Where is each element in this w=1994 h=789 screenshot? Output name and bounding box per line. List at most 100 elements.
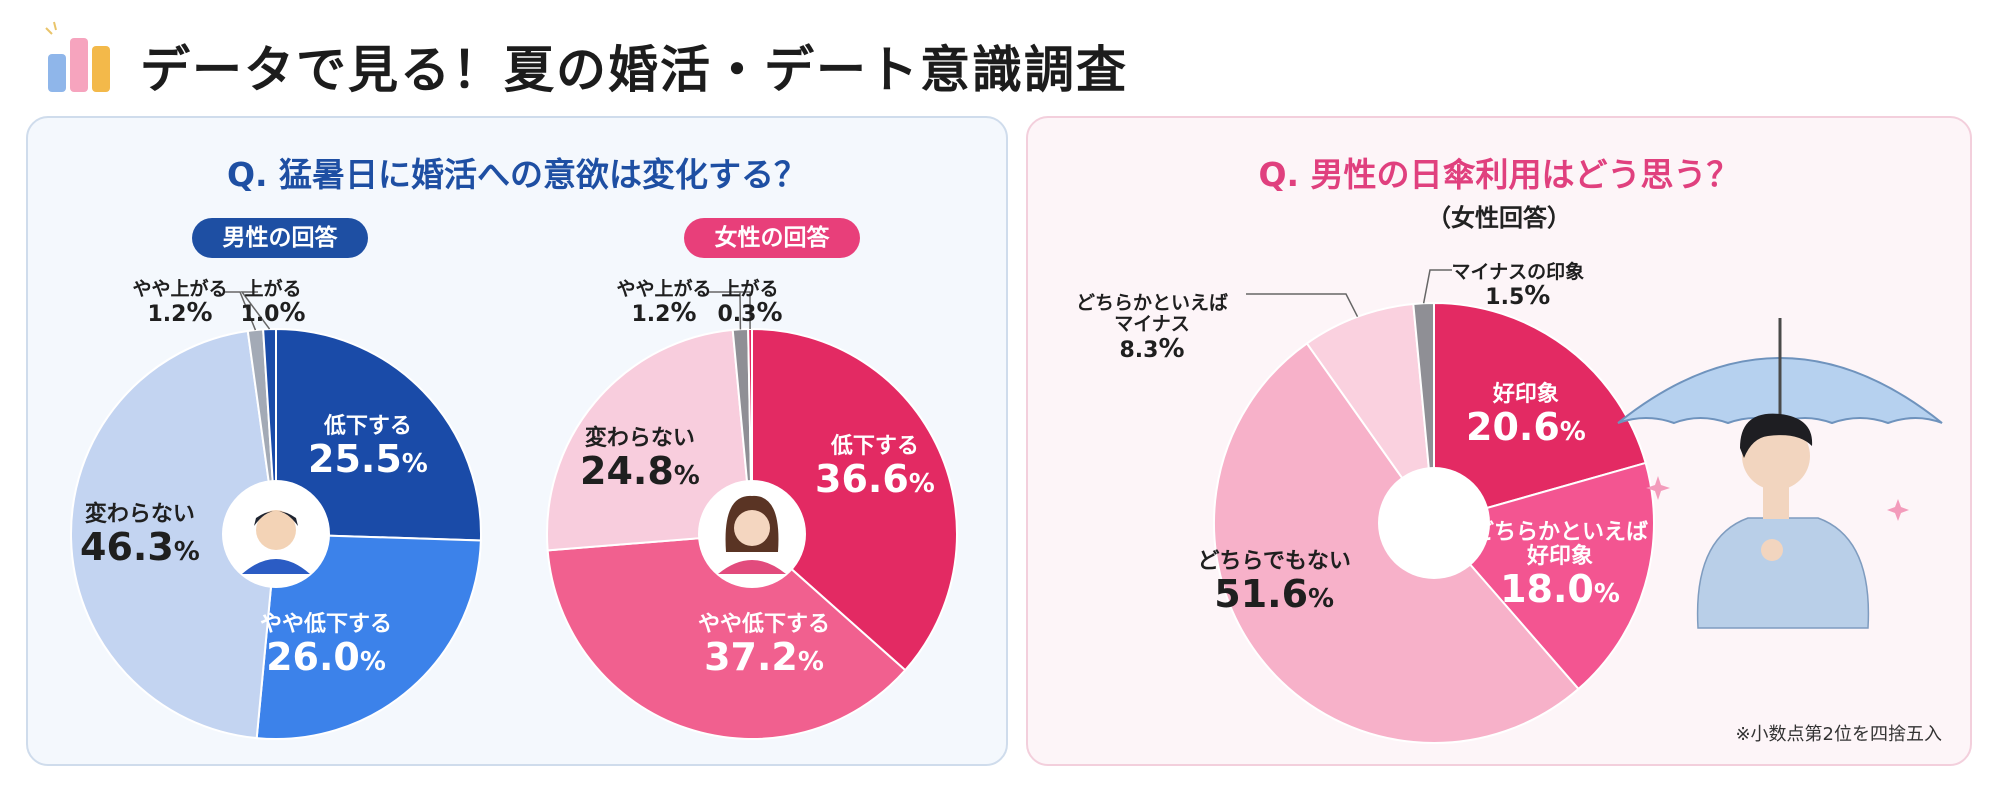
value-unit: % bbox=[173, 537, 200, 568]
male-slice-1 bbox=[275, 327, 482, 542]
value-unit: % bbox=[279, 298, 306, 329]
value-number: 46.3 bbox=[80, 525, 174, 570]
value-number: 8.3 bbox=[1119, 337, 1159, 363]
slice-label-name: 上がる bbox=[721, 277, 779, 300]
slice-label-value: 36.6% bbox=[815, 458, 935, 501]
leader-line bbox=[223, 291, 257, 331]
value-number: 0.3 bbox=[717, 302, 757, 328]
slice-label-name: 好印象 bbox=[1492, 382, 1559, 407]
slice-label-value: 20.6% bbox=[1466, 405, 1586, 450]
slice-label: 変わらない 24.8% bbox=[580, 426, 700, 494]
bar-chart-logo-icon bbox=[45, 21, 110, 92]
value-unit: % bbox=[1524, 281, 1551, 312]
value-number: 18.0 bbox=[1500, 567, 1594, 612]
slice-label-value: 1.5% bbox=[1452, 282, 1585, 311]
slice-label-name: どちらかといえば bbox=[1472, 520, 1649, 545]
slice-label-name: 好印象 bbox=[1527, 544, 1594, 570]
value-unit: % bbox=[186, 298, 213, 329]
center-hole bbox=[1378, 467, 1490, 579]
slice-label-value: 46.3% bbox=[80, 525, 200, 570]
right-panel: Q. 男性の日傘利用はどう思う？ （女性回答） 好印象 20.6% どちらかといえば… bbox=[1026, 116, 1972, 766]
slice-label-value: 1.2% bbox=[617, 299, 712, 328]
slice-label: 変わらない 46.3% bbox=[80, 502, 200, 570]
value-unit: % bbox=[1158, 333, 1185, 364]
value-unit: % bbox=[797, 647, 824, 678]
value-number: 26.0 bbox=[266, 635, 360, 680]
value-number: 24.8 bbox=[580, 449, 674, 494]
footnote: ※小数点第2位を四捨五入 bbox=[1735, 724, 1942, 745]
male-pie-chart bbox=[70, 291, 482, 740]
male-slice-3 bbox=[70, 329, 278, 740]
sparkle-icon bbox=[1887, 499, 1909, 521]
female-slice-2 bbox=[546, 532, 907, 740]
slice-label: どちらかといえば 好印象 18.0% bbox=[1472, 520, 1649, 612]
slice-label-name: マイナスの印象 bbox=[1451, 260, 1585, 283]
value-number: 1.5 bbox=[1485, 285, 1525, 311]
slice-label-value: 24.8% bbox=[580, 449, 700, 494]
leader-line bbox=[1422, 269, 1452, 304]
male-slice-2 bbox=[255, 532, 482, 740]
value-unit: % bbox=[1559, 417, 1586, 448]
slice-label-name: 上がる bbox=[244, 277, 302, 300]
slice-label: どちらでもない 51.6% bbox=[1197, 549, 1351, 617]
slice-label-name: どちらかといえば bbox=[1076, 292, 1229, 314]
female-avatar-icon bbox=[718, 495, 786, 574]
slice-label: 上がる 0.3% bbox=[718, 277, 783, 328]
leader-line bbox=[1246, 293, 1359, 318]
slice-label: やや上がる 1.2% bbox=[132, 277, 228, 328]
slice-label-name: どちらでもない bbox=[1197, 549, 1351, 574]
slice-label-value: 1.2% bbox=[133, 299, 228, 328]
value-number: 51.6 bbox=[1214, 572, 1309, 617]
slice-label-value: 37.2% bbox=[698, 635, 830, 680]
slice-label-name: 変わらない bbox=[584, 426, 695, 451]
question-title: Q. 猛暑日に婚活への意欲は変化する？ bbox=[226, 155, 808, 194]
header: データで見る！夏の婚活・デート意識調査 bbox=[40, 18, 1240, 108]
left-panel: Q. 猛暑日に婚活への意欲は変化する？ 男性の回答 女性の回答 低下する 25.5… bbox=[26, 116, 1008, 766]
question-title: Q. 男性の日傘利用はどう思う？ bbox=[1258, 155, 1740, 194]
slice-label: やや低下する 37.2% bbox=[698, 612, 831, 680]
leader-line bbox=[734, 291, 751, 330]
slice-label: やや上がる 1.2% bbox=[617, 278, 712, 328]
value-number: 1.0 bbox=[240, 302, 280, 328]
leader-line bbox=[240, 291, 271, 330]
value-unit: % bbox=[401, 449, 428, 480]
slice-label-value: 18.0% bbox=[1472, 567, 1648, 612]
female-slice-1 bbox=[751, 327, 958, 672]
umbrella-slice-1 bbox=[1433, 301, 1647, 525]
slice-label-name: やや上がる bbox=[132, 277, 228, 300]
slice-label-value: 1.0% bbox=[241, 299, 306, 328]
slice-label-value: 0.3% bbox=[718, 299, 783, 328]
slice-label: 低下する 25.5% bbox=[308, 414, 428, 482]
value-number: 1.2 bbox=[147, 302, 187, 328]
slice-label-name: 変わらない bbox=[84, 502, 195, 527]
slice-label-name: 低下する bbox=[830, 434, 919, 459]
value-unit: % bbox=[1593, 579, 1620, 610]
slice-label: 上がる 1.0% bbox=[241, 277, 306, 328]
value-unit: % bbox=[1308, 584, 1335, 615]
slice-label-name: やや低下する bbox=[260, 612, 393, 637]
value-number: 1.2 bbox=[631, 302, 671, 328]
value-number: 37.2 bbox=[704, 635, 798, 680]
slice-label: やや低下する 26.0% bbox=[260, 612, 393, 680]
slice-label: どちらかといえば マイナス 8.3% bbox=[1076, 293, 1228, 363]
value-unit: % bbox=[908, 469, 935, 500]
value-unit: % bbox=[756, 298, 783, 329]
slice-label: 低下する 36.6% bbox=[815, 434, 935, 501]
man-with-umbrella-icon bbox=[1617, 318, 1943, 629]
value-number: 20.6 bbox=[1466, 405, 1560, 450]
female-answer-badge: 女性の回答 bbox=[684, 218, 860, 258]
male-avatar-icon bbox=[242, 510, 310, 574]
male-answer-badge: 男性の回答 bbox=[192, 218, 368, 258]
slice-label-name: やや低下する bbox=[698, 612, 831, 637]
value-unit: % bbox=[670, 298, 697, 329]
slice-label-name: 低下する bbox=[323, 414, 412, 439]
female-slice-3 bbox=[546, 328, 754, 552]
value-number: 25.5 bbox=[308, 437, 402, 482]
slice-label: マイナスの印象 1.5% bbox=[1451, 260, 1585, 311]
slice-label-value: 51.6% bbox=[1198, 572, 1351, 617]
slice-label-value: 25.5% bbox=[308, 437, 428, 482]
slice-label-value: 8.3% bbox=[1076, 333, 1228, 364]
question-subtitle: （女性回答） bbox=[1427, 204, 1571, 232]
slice-label: 好印象 20.6% bbox=[1466, 382, 1586, 450]
slice-label-value: 26.0% bbox=[260, 635, 392, 680]
